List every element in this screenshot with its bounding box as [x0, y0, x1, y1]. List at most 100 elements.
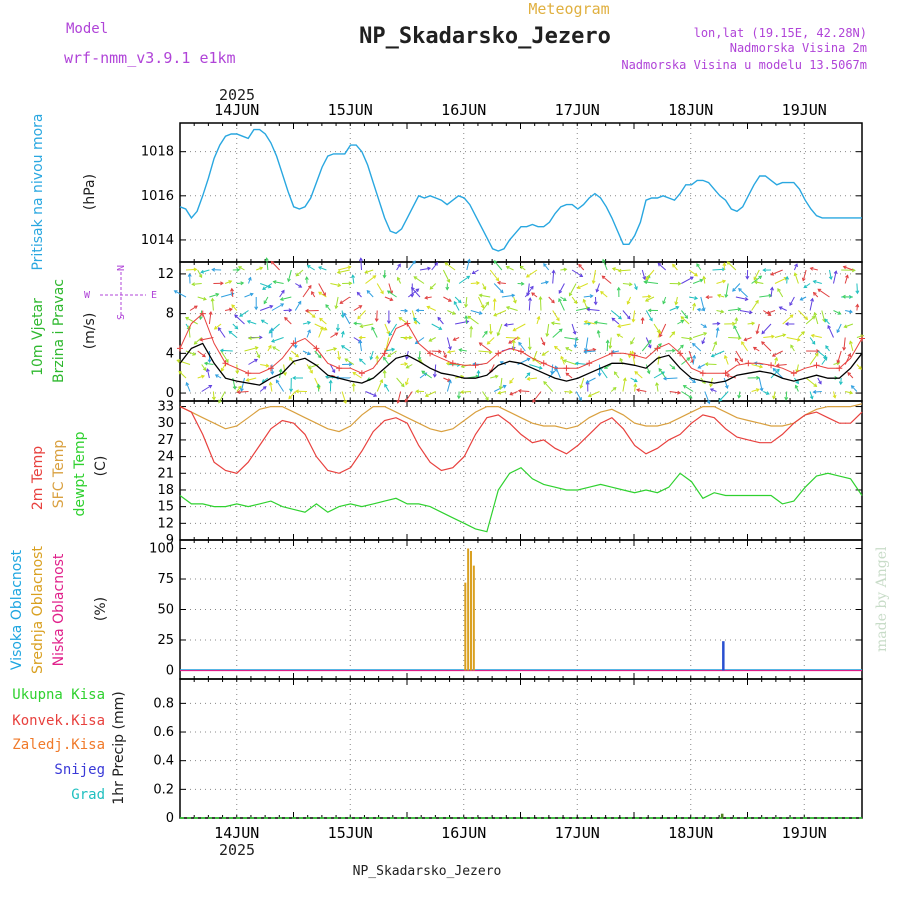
wind-arrow-head: [565, 372, 570, 377]
wind-arrow: [260, 283, 271, 288]
wind-ylabel: (m/s): [82, 313, 98, 350]
wind-arrow: [675, 296, 678, 305]
wind-arrow-head: [193, 340, 198, 345]
wind-arrow-head: [467, 258, 471, 263]
wind-arrow-head: [817, 288, 822, 293]
wind-arrow-head: [724, 384, 729, 390]
wind-arrow-head: [677, 390, 681, 395]
wind-arrow-head: [545, 280, 550, 285]
wind-arrow-head: [828, 276, 833, 281]
wind-arrow-head: [200, 269, 205, 274]
wind-arrow: [497, 282, 506, 284]
station-title: NP_Skadarsko_Jezero: [359, 24, 611, 49]
wind-arrow: [536, 316, 540, 325]
wind-arrow-head: [688, 394, 693, 399]
wind-arrow: [431, 350, 442, 353]
wind-arrow-head: [593, 301, 598, 306]
wind-arrow: [705, 363, 717, 365]
wind-arrow-head: [812, 279, 817, 284]
wind-arrow-head: [358, 335, 363, 340]
temp-ylabel: (C): [93, 456, 109, 477]
wind-arrow-head: [843, 324, 848, 329]
wind-arrow-head: [509, 391, 514, 396]
wind-arrow-head: [453, 300, 458, 305]
wind-arrow: [259, 386, 267, 392]
wind-arrow-head: [703, 332, 708, 336]
wind-arrow: [479, 342, 491, 352]
model-name: wrf-nmm_v3.9.1 e1km: [64, 49, 236, 67]
wind-arrow-head: [353, 321, 358, 326]
wind-arrow-head: [382, 369, 387, 374]
wind-arrow: [574, 337, 577, 348]
wind-arrow: [805, 316, 816, 325]
wind-arrow-head: [680, 344, 684, 349]
wind-arrow-head: [649, 317, 653, 322]
wind-arrow: [239, 310, 249, 317]
wind-arrow: [761, 341, 772, 352]
wind-arrow: [365, 275, 376, 284]
wind-arrow-head: [225, 359, 229, 363]
y-tick-label: 0.2: [153, 782, 174, 797]
wind-arrow: [314, 350, 322, 358]
wind-arrow-head: [553, 345, 558, 350]
wind-arrow-head: [471, 270, 476, 274]
wind-arrow-head: [383, 356, 387, 361]
wind-arrow-head: [240, 281, 245, 286]
wind-arrow: [658, 368, 667, 379]
wind-arrow: [754, 281, 764, 284]
day-label-bottom: 15JUN: [328, 824, 373, 842]
wind-arrow: [248, 277, 252, 284]
wind-arrow: [437, 317, 444, 325]
wind-arrow: [388, 283, 393, 294]
wind-arrow: [221, 364, 226, 372]
wind-arrow-head: [511, 293, 516, 298]
wind-arrow: [365, 269, 374, 274]
wind-arrow: [692, 332, 707, 338]
wind-arrow-head: [858, 366, 862, 370]
wind-arrow-head: [784, 321, 789, 326]
watermark: made by Angel: [874, 546, 890, 652]
wind-arrow: [352, 372, 362, 379]
wind-arrow: [770, 287, 773, 298]
wind-arrow: [201, 385, 212, 392]
wind-arrow: [426, 306, 436, 311]
wind-arrow: [840, 377, 842, 385]
wind-arrow-head: [403, 336, 408, 341]
wind-arrow: [845, 310, 853, 313]
wind-arrow-head: [340, 345, 345, 349]
wind-arrow: [739, 310, 752, 314]
wind-arrow: [571, 296, 578, 304]
wind-arrow: [470, 326, 472, 338]
wind-arrow-head: [426, 305, 431, 310]
wind-arrow: [774, 357, 778, 365]
wind-arrow: [669, 364, 676, 370]
wind-arrow: [271, 261, 280, 271]
wind-arrow-head: [228, 307, 233, 312]
wind-arrow-head: [530, 285, 534, 290]
wind-arrow: [583, 322, 591, 325]
wind-arrow-head: [849, 309, 853, 314]
wind-arrow: [751, 364, 763, 368]
wind-arrow: [571, 323, 576, 335]
wind-arrow-head: [696, 263, 700, 267]
wind-arrow: [844, 323, 854, 328]
wind-arrow-head: [725, 373, 730, 378]
wind-arrow: [580, 377, 585, 389]
wind-arrow: [681, 276, 694, 284]
wind-arrow-head: [421, 370, 426, 375]
wind-arrow-head: [718, 397, 723, 402]
wind-arrow-head: [495, 277, 500, 282]
wind-arrow-head: [556, 317, 560, 322]
wind-arrow-head: [804, 316, 809, 321]
temp-2m-line: [179, 406, 863, 474]
wind-arrow-head: [228, 330, 233, 335]
wind-arrow: [388, 323, 398, 336]
wind-arrow-head: [816, 349, 820, 354]
wind-arrow-head: [307, 320, 312, 325]
wind-arrow-head: [796, 337, 801, 342]
wind-arrow-head: [642, 276, 647, 281]
wind-arrow: [366, 290, 374, 298]
wind-arrow: [704, 391, 710, 404]
wind-arrow-head: [263, 300, 268, 305]
wind-arrow-head: [593, 320, 598, 325]
